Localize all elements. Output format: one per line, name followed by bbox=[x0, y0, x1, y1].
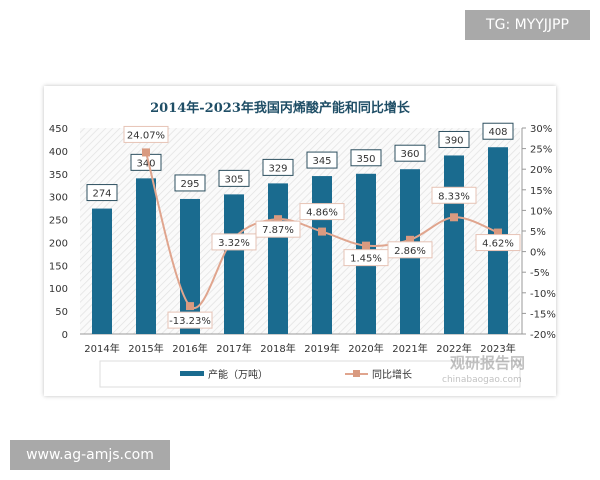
growth-marker bbox=[186, 302, 194, 311]
legend-line-label: 同比增长 bbox=[372, 368, 412, 381]
growth-label: 24.07% bbox=[127, 130, 165, 141]
growth-label: 4.86% bbox=[306, 208, 338, 219]
y-tick-left: 200 bbox=[49, 238, 68, 249]
bar-label: 408 bbox=[488, 127, 507, 138]
y-tick-left: 50 bbox=[55, 307, 68, 318]
y-tick-right: 0% bbox=[530, 248, 546, 259]
bar-label: 390 bbox=[444, 135, 463, 146]
y-tick-right: -20% bbox=[530, 330, 556, 341]
x-tick-label: 2021年 bbox=[392, 342, 427, 355]
growth-label-box bbox=[211, 233, 257, 251]
bar-label-box bbox=[438, 130, 470, 148]
bar-label-box bbox=[262, 158, 294, 176]
growth-label-box bbox=[167, 311, 213, 329]
site-watermark: www.ag-amjs.com bbox=[10, 440, 170, 470]
y-tick-left: 400 bbox=[49, 147, 68, 158]
bar-label: 345 bbox=[312, 156, 331, 167]
x-tick-label: 2018年 bbox=[260, 342, 295, 355]
x-tick-label: 2016年 bbox=[172, 342, 207, 355]
growth-label-box bbox=[475, 234, 521, 252]
y-tick-left: 100 bbox=[49, 284, 68, 295]
growth-marker bbox=[450, 213, 458, 222]
legend-bar-swatch bbox=[180, 371, 204, 376]
growth-marker bbox=[142, 148, 150, 157]
bar-label: 340 bbox=[136, 158, 155, 169]
y-tick-right: -15% bbox=[530, 309, 556, 320]
chinabaogao-logo: 观研报告网 chinabaogao.com bbox=[442, 354, 525, 385]
y-tick-right: -10% bbox=[530, 289, 556, 300]
growth-label-box bbox=[431, 186, 477, 204]
bar bbox=[224, 194, 244, 334]
bar-label-box bbox=[482, 122, 514, 140]
growth-label: 8.33% bbox=[438, 191, 470, 202]
y-tick-right: 20% bbox=[530, 165, 552, 176]
bar-label: 274 bbox=[92, 189, 111, 200]
growth-marker bbox=[406, 235, 414, 244]
y-tick-right: 10% bbox=[530, 206, 552, 217]
growth-label-box bbox=[123, 125, 169, 143]
tg-watermark: TG: MYYJJPP bbox=[465, 10, 590, 40]
growth-label: 3.32% bbox=[218, 238, 250, 249]
y-tick-left: 150 bbox=[49, 261, 68, 272]
legend-bar-label: 产能（万吨） bbox=[208, 368, 268, 381]
growth-marker bbox=[494, 228, 502, 237]
y-tick-right: 30% bbox=[530, 124, 552, 135]
growth-label: 4.62% bbox=[482, 239, 514, 250]
growth-label: -13.23% bbox=[169, 316, 211, 327]
y-tick-left: 250 bbox=[49, 216, 68, 227]
x-tick-label: 2020年 bbox=[348, 342, 383, 355]
bar-label: 305 bbox=[224, 174, 243, 185]
bar-label-box bbox=[174, 174, 206, 192]
bar bbox=[136, 178, 156, 334]
x-tick-label: 2022年 bbox=[436, 342, 471, 355]
growth-label: 2.86% bbox=[394, 246, 426, 257]
growth-marker bbox=[274, 215, 282, 224]
y-tick-left: 0 bbox=[62, 330, 68, 341]
bar-label-box bbox=[306, 151, 338, 169]
y-tick-left: 450 bbox=[49, 124, 68, 135]
y-tick-left: 350 bbox=[49, 170, 68, 181]
x-tick-label: 2023年 bbox=[480, 342, 515, 355]
bar-label-box bbox=[394, 144, 426, 162]
growth-label-box bbox=[299, 203, 345, 221]
bar bbox=[268, 183, 288, 334]
y-tick-left: 300 bbox=[49, 193, 68, 204]
bar-label-box bbox=[350, 149, 382, 167]
bar-label-box bbox=[218, 169, 250, 187]
bar bbox=[444, 155, 464, 334]
growth-label: 7.87% bbox=[262, 225, 294, 236]
x-tick-label: 2019年 bbox=[304, 342, 339, 355]
bar bbox=[312, 176, 332, 334]
chart-title: 2014年-2023年我国丙烯酸产能和同比增长 bbox=[150, 100, 411, 116]
bar-label: 329 bbox=[268, 163, 287, 174]
x-tick-label: 2014年 bbox=[84, 342, 119, 355]
growth-marker bbox=[318, 227, 326, 236]
legend bbox=[99, 360, 521, 388]
bar bbox=[92, 208, 112, 334]
y-tick-right: -5% bbox=[530, 268, 549, 279]
bar-label: 350 bbox=[356, 154, 375, 165]
growth-label: 1.45% bbox=[350, 254, 382, 265]
y-tick-right: 15% bbox=[530, 186, 552, 197]
legend-line-marker bbox=[353, 370, 360, 377]
bar-label: 360 bbox=[400, 149, 419, 160]
growth-marker bbox=[362, 241, 370, 250]
y-tick-right: 5% bbox=[530, 227, 546, 238]
x-tick-label: 2015年 bbox=[128, 342, 163, 355]
y-tick-right: 25% bbox=[530, 145, 552, 156]
bar-label-box bbox=[86, 184, 118, 202]
growth-label-box bbox=[255, 220, 301, 238]
bar-label: 295 bbox=[180, 179, 199, 190]
logo-text: 观研报告网 bbox=[450, 354, 525, 372]
growth-label-box bbox=[387, 241, 433, 259]
logo-url: chinabaogao.com bbox=[442, 375, 522, 385]
x-tick-label: 2017年 bbox=[216, 342, 251, 355]
